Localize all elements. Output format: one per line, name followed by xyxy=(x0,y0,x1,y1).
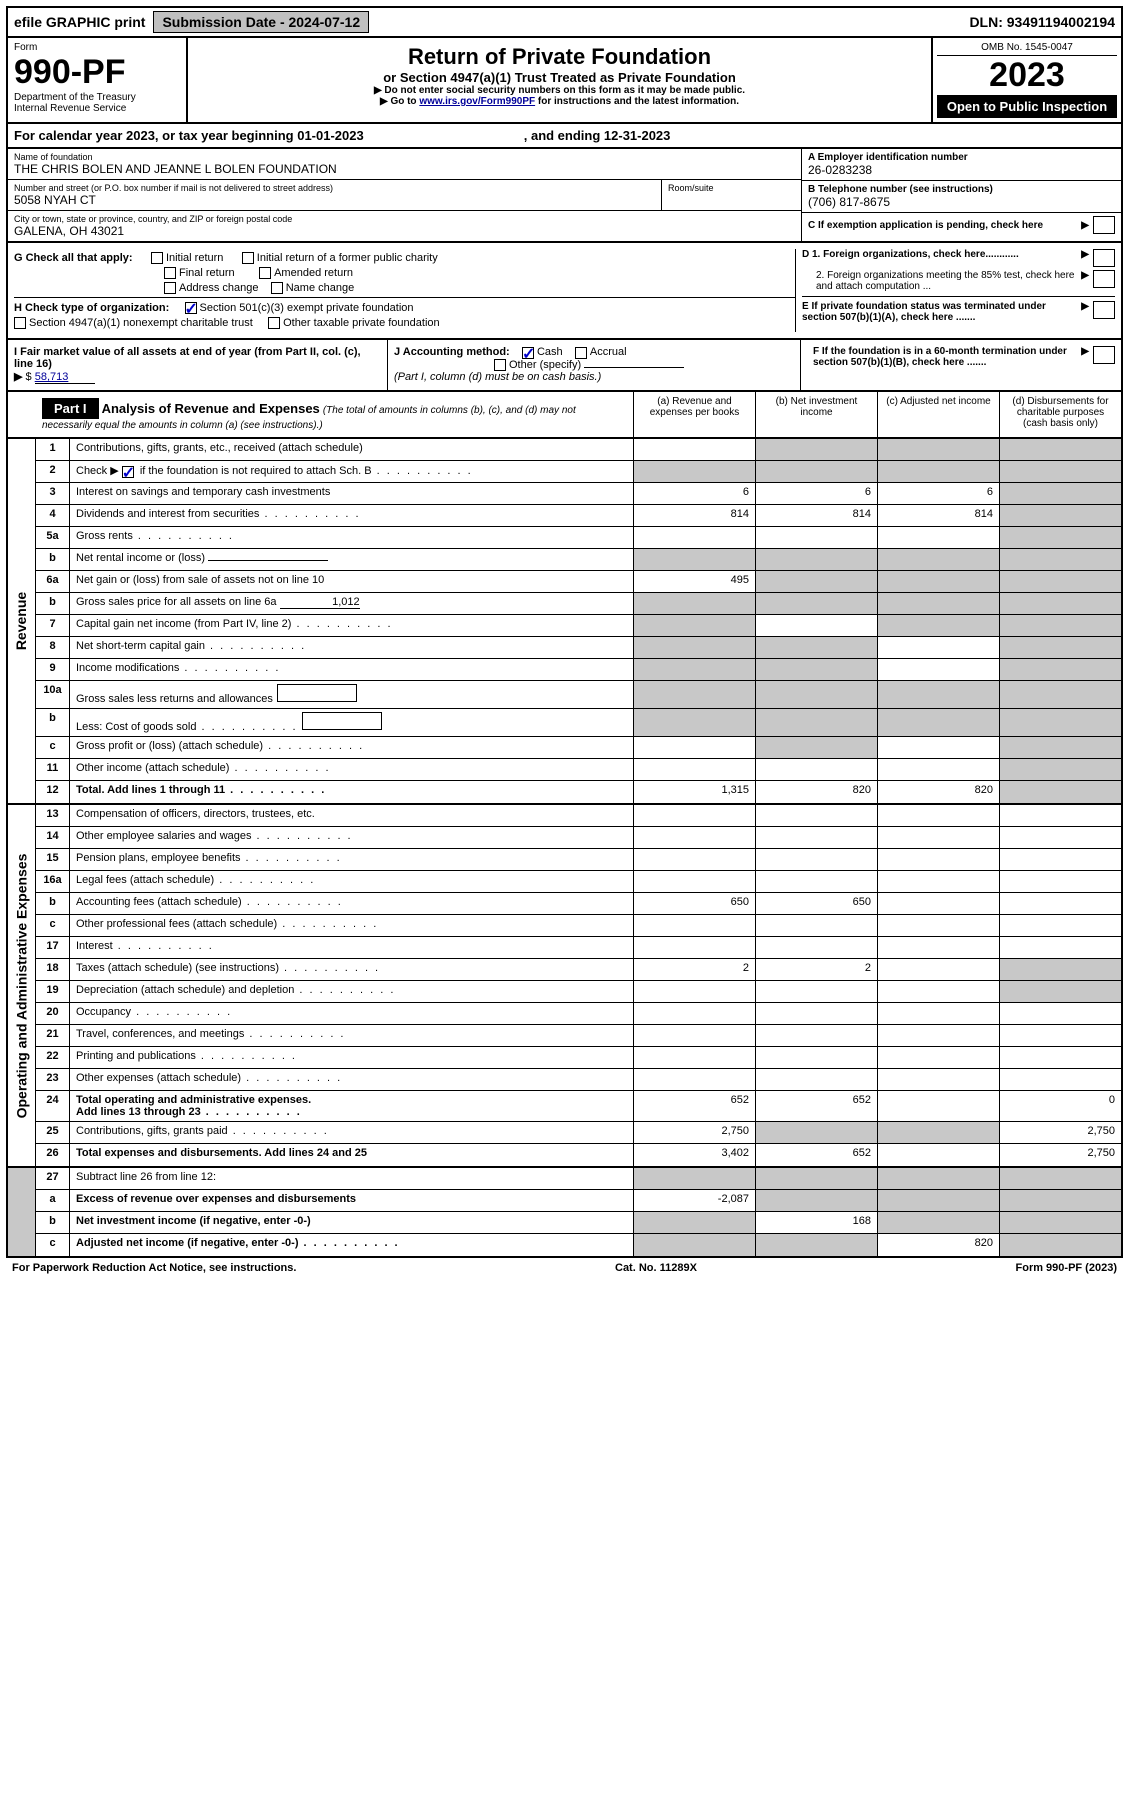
phone: (706) 817-8675 xyxy=(808,195,1115,209)
g-label: G Check all that apply: xyxy=(14,252,133,264)
omb: OMB No. 1545-0047 xyxy=(937,42,1117,56)
open-inspection: Open to Public Inspection xyxy=(937,95,1117,118)
schb-check[interactable] xyxy=(122,466,134,478)
room-label: Room/suite xyxy=(668,183,795,193)
note1: ▶ Do not enter social security numbers o… xyxy=(194,85,925,96)
revenue-table: Revenue 1Contributions, gifts, grants, e… xyxy=(6,439,1123,805)
initial-former-check[interactable] xyxy=(242,252,254,264)
name-label: Name of foundation xyxy=(14,152,795,162)
d2-check[interactable] xyxy=(1093,270,1115,288)
h2-check[interactable] xyxy=(14,317,26,329)
final-check[interactable] xyxy=(164,267,176,279)
form-link[interactable]: www.irs.gov/Form990PF xyxy=(419,96,535,107)
form-number: 990-PF xyxy=(14,53,180,92)
addr-label: Number and street (or P.O. box number if… xyxy=(14,183,655,193)
f-check[interactable] xyxy=(1093,346,1115,364)
amended-check[interactable] xyxy=(259,267,271,279)
irs: Internal Revenue Service xyxy=(14,103,180,114)
fmv-link[interactable]: 58,713 xyxy=(35,371,95,384)
dln: DLN: 93491194002194 xyxy=(969,14,1115,30)
dept: Department of the Treasury xyxy=(14,92,180,103)
city: GALENA, OH 43021 xyxy=(14,224,795,238)
part1-label: Part I xyxy=(42,398,99,419)
d1-check[interactable] xyxy=(1093,249,1115,267)
foundation-name: THE CHRIS BOLEN AND JEANNE L BOLEN FOUND… xyxy=(14,162,795,176)
ein: 26-0283238 xyxy=(808,163,1115,177)
title: Return of Private Foundation xyxy=(194,44,925,70)
year: 2023 xyxy=(937,56,1117,95)
h-label: H Check type of organization: xyxy=(14,302,169,314)
submission-date: Submission Date - 2024-07-12 xyxy=(153,11,369,33)
city-label: City or town, state or province, country… xyxy=(14,214,795,224)
expenses-table: Operating and Administrative Expenses 13… xyxy=(6,805,1123,1168)
topbar: efile GRAPHIC print Submission Date - 20… xyxy=(6,6,1123,38)
col-a: (a) Revenue and expenses per books xyxy=(633,392,755,437)
side-expenses: Operating and Administrative Expenses xyxy=(14,854,30,1119)
c-label: C If exemption application is pending, c… xyxy=(808,220,1081,231)
section-ijf: I Fair market value of all assets at end… xyxy=(6,340,1123,392)
note2: ▶ Go to www.irs.gov/Form990PF for instru… xyxy=(194,96,925,107)
accrual-check[interactable] xyxy=(575,347,587,359)
name-check[interactable] xyxy=(271,282,283,294)
initial-check[interactable] xyxy=(151,252,163,264)
calendar-year: For calendar year 2023, or tax year begi… xyxy=(6,124,1123,149)
footer-left: For Paperwork Reduction Act Notice, see … xyxy=(12,1262,296,1274)
h1-check[interactable] xyxy=(185,302,197,314)
b-label: B Telephone number (see instructions) xyxy=(808,184,1115,195)
address-check[interactable] xyxy=(164,282,176,294)
form-label: Form xyxy=(14,42,180,53)
cash-check[interactable] xyxy=(522,347,534,359)
footer-right: Form 990-PF (2023) xyxy=(1016,1262,1117,1274)
info-block: Name of foundation THE CHRIS BOLEN AND J… xyxy=(6,149,1123,243)
col-d: (d) Disbursements for charitable purpose… xyxy=(999,392,1121,437)
side-revenue: Revenue xyxy=(14,592,30,650)
c-check[interactable] xyxy=(1093,216,1115,234)
col-b: (b) Net investment income xyxy=(755,392,877,437)
footer: For Paperwork Reduction Act Notice, see … xyxy=(6,1258,1123,1278)
a-label: A Employer identification number xyxy=(808,152,1115,163)
part1-header: Part I Analysis of Revenue and Expenses … xyxy=(6,392,1123,439)
subtitle: or Section 4947(a)(1) Trust Treated as P… xyxy=(194,70,925,85)
footer-mid: Cat. No. 11289X xyxy=(615,1262,697,1274)
address: 5058 NYAH CT xyxy=(14,193,655,207)
line27: 27Subtract line 26 from line 12: aExcess… xyxy=(6,1168,1123,1258)
efile-label: efile GRAPHIC print xyxy=(14,14,145,30)
form-header: Form 990-PF Department of the Treasury I… xyxy=(6,38,1123,124)
e-check[interactable] xyxy=(1093,301,1115,319)
h3-check[interactable] xyxy=(268,317,280,329)
section-g: G Check all that apply: Initial return I… xyxy=(6,243,1123,340)
col-c: (c) Adjusted net income xyxy=(877,392,999,437)
other-check[interactable] xyxy=(494,359,506,371)
